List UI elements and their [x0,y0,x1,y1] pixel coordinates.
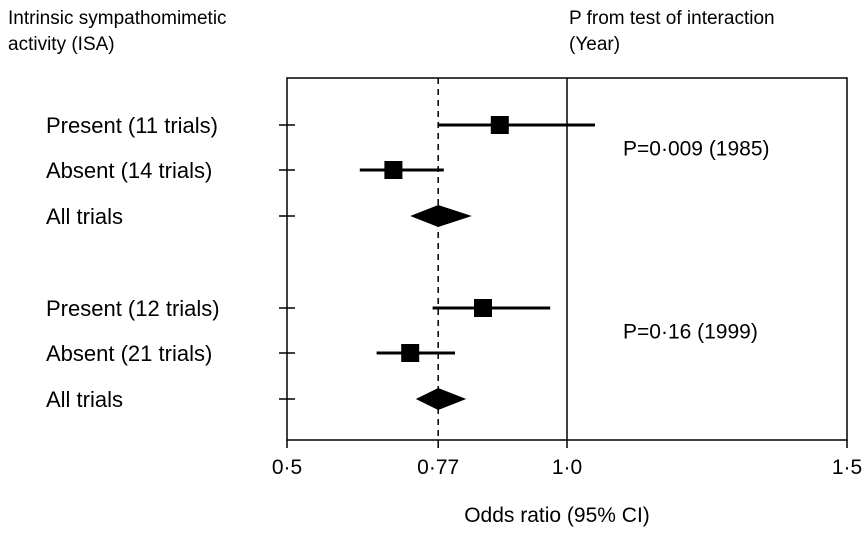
x-tick-label: 1·5 [832,456,862,479]
x-tick-label: 0·77 [417,456,459,479]
left-column-header: Intrinsic sympathomimetic activity (ISA) [8,8,227,55]
estimate-marker [384,161,403,179]
estimate-marker [490,116,509,134]
row-label: Absent (21 trials) [46,341,212,366]
x-tick-label: 0·5 [272,456,302,479]
row-label: Absent (14 trials) [46,158,212,183]
x-axis-label: Odds ratio (95% CI) [464,504,650,527]
p-value-label: P=0·009 (1985) [623,138,770,161]
x-tick-label: 1·0 [552,456,582,479]
estimate-marker [401,344,420,362]
pooled-diamond [410,205,472,227]
row-label: All trials [46,387,123,412]
row-label: Present (11 trials) [46,113,218,138]
row-label: Present (12 trials) [46,296,220,321]
pooled-diamond [415,388,467,410]
p-value-label: P=0·16 (1999) [623,321,758,344]
estimate-marker [474,299,492,317]
row-label: All trials [46,204,123,229]
right-column-header: P from test of interaction (Year) [569,8,775,55]
